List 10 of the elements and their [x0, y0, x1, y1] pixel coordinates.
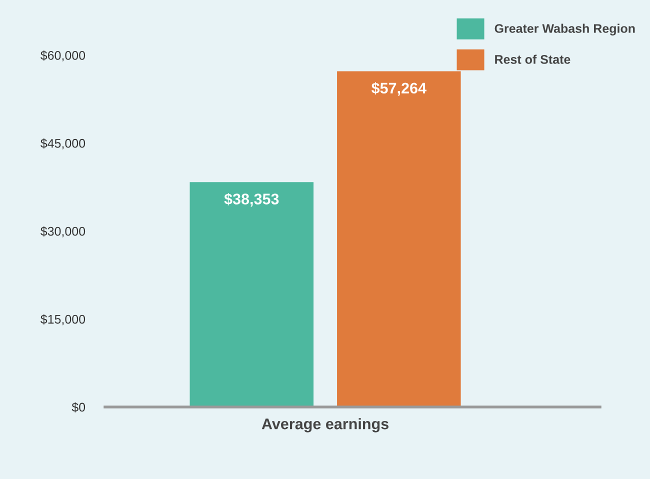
y-tick-label: $15,000: [40, 314, 86, 326]
data-label: $38,353: [224, 192, 279, 207]
y-tick-label: $60,000: [40, 50, 86, 62]
legend-label: Rest of State: [495, 54, 570, 64]
y-tick-label: $0: [72, 402, 86, 412]
legend-label: Greater Wabash Region: [494, 24, 635, 36]
y-tick-label: $45,000: [40, 138, 86, 150]
data-label: $57,264: [371, 82, 426, 96]
y-tick-label: $30,000: [40, 226, 86, 238]
x-tick-label: Average earnings: [262, 418, 388, 432]
